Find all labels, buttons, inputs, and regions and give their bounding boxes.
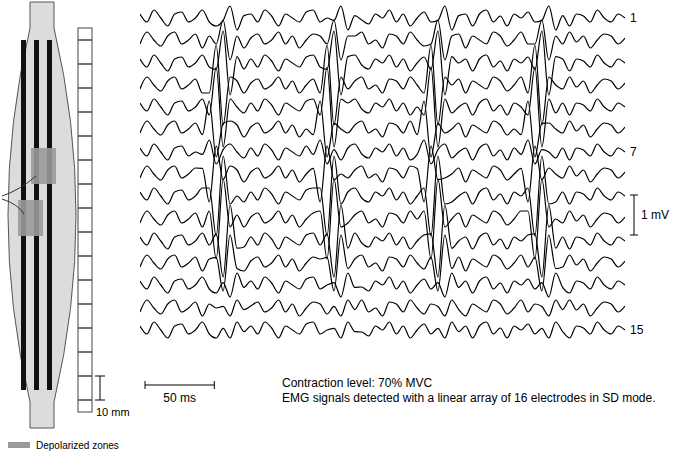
svg-text:1: 1 (630, 11, 637, 25)
html-text:EMG signals detected with a li: EMG signals detected with a linear array… (282, 391, 656, 405)
html-text:Contraction level: 70% MVC: Contraction level: 70% MVC (282, 376, 433, 390)
svg-text:15: 15 (630, 323, 644, 337)
svg-text:Depolarized zones: Depolarized zones (36, 440, 119, 451)
svg-text:7: 7 (630, 145, 637, 159)
svg-text:50 ms: 50 ms (163, 391, 196, 405)
svg-text:10 mm: 10 mm (96, 406, 130, 418)
svg-text:1 mV: 1 mV (641, 208, 669, 222)
